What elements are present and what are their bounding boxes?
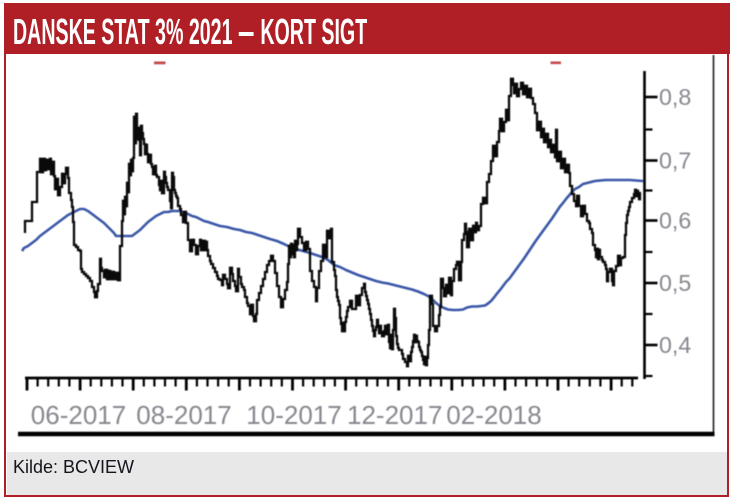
svg-text:0,5: 0,5 xyxy=(659,270,691,296)
svg-text:0,6: 0,6 xyxy=(659,207,691,233)
svg-text:0,8: 0,8 xyxy=(659,84,691,110)
svg-text:0,7: 0,7 xyxy=(659,147,691,173)
svg-text:12-2017: 12-2017 xyxy=(347,400,442,430)
svg-text:08-2017: 08-2017 xyxy=(136,400,231,430)
svg-text:02-2018: 02-2018 xyxy=(446,400,541,430)
svg-text:10-2017: 10-2017 xyxy=(246,400,341,430)
svg-text:06-2017: 06-2017 xyxy=(31,400,126,430)
svg-text:0,4: 0,4 xyxy=(659,332,691,358)
